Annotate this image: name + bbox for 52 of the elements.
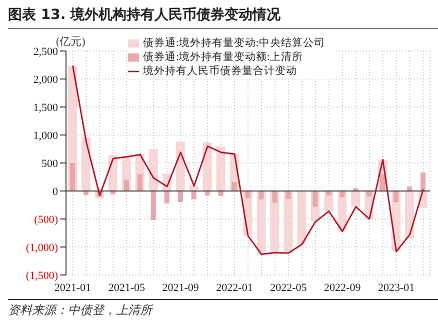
x-tick-label: 2021-05 [108,282,146,294]
text: 资料来源：中债登，上清所 [8,299,438,319]
line-series [72,64,424,256]
bar [178,191,183,202]
x-tick-label: 2023-01 [378,282,415,294]
bar [405,191,414,239]
bar [164,191,170,204]
x-tick-label: 2022-05 [270,282,308,294]
bar [81,137,90,191]
y-tick-label: 0 [52,186,58,198]
y-tick-label: (1,500) [26,270,58,282]
legend-label: 债券通:境外持有量变动额:上清所 [143,52,303,63]
bar [216,146,226,191]
y-tick-label: 2,000 [33,74,58,86]
y-tick-label: 1,500 [33,102,58,114]
bar [394,191,399,202]
legend-label: 债券通:境外持有量变动:中央结算公司 [143,38,325,49]
x-tick-label: 2021-09 [162,282,200,294]
bar [272,191,278,203]
y-axis-title: (亿元) [56,35,86,48]
bar [70,163,75,191]
bar [256,191,266,254]
bar [148,149,158,191]
y-tick-label: (500) [34,214,58,226]
bar [108,155,118,191]
y-tick-label: 500 [42,158,58,170]
legend-label: 境外持有人民币债券量合计变动 [143,66,297,77]
x-tick-label: 2022-01 [216,282,253,294]
bar [380,174,386,191]
y-tick-label: 1,000 [33,130,58,142]
bar [202,142,212,191]
bar [176,142,185,191]
bar [83,191,88,195]
bar [258,191,264,200]
bar [297,191,306,244]
bar [420,172,426,191]
bar [284,191,293,254]
y-tick-label: 2,500 [33,46,58,58]
chart-title: 图表 13. 境外机构持有人民币债券变动情况 [8,6,438,29]
bar [245,191,250,198]
bar [232,182,237,191]
bar [137,174,142,191]
x-tick-label: 2022-09 [324,282,362,294]
bar [150,191,156,220]
bar [312,191,318,207]
bar [110,191,116,194]
x-tick-label: 2021-01 [54,282,92,294]
y-tick-label: (1,000) [26,242,58,254]
bar [351,191,360,207]
bar [124,180,129,191]
bar [286,191,291,199]
bar [191,191,196,200]
